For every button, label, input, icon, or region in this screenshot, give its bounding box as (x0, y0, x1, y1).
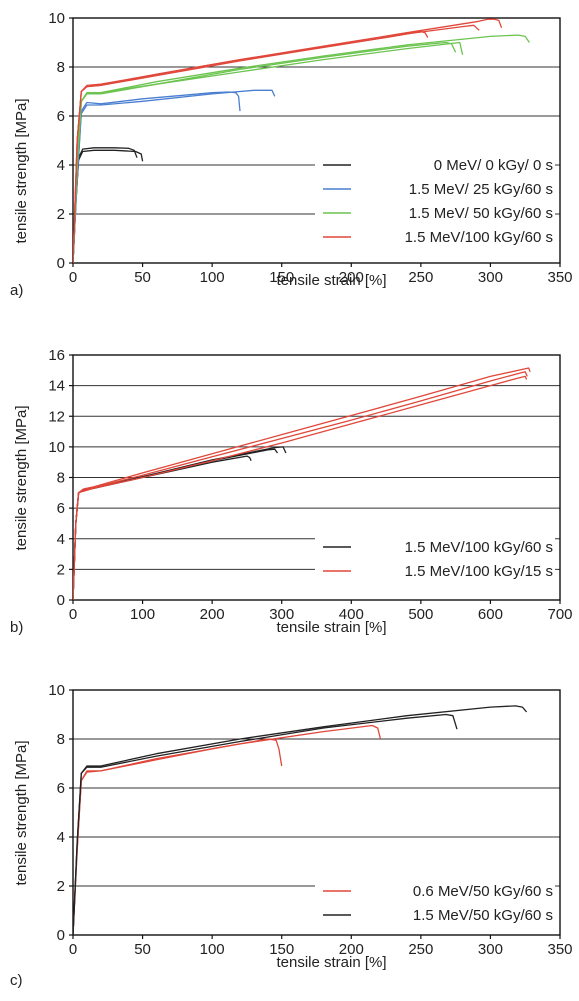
y-tick-label: 12 (48, 408, 65, 425)
x-axis-title: tensile strain [%] (276, 954, 386, 971)
series-line (73, 34, 530, 263)
x-tick-label: 0 (69, 941, 77, 958)
series-line (73, 18, 503, 263)
series-2 (73, 367, 531, 600)
x-tick-label: 400 (339, 606, 364, 623)
y-tick-label: 2 (57, 561, 65, 578)
x-tick-label: 100 (200, 269, 225, 286)
series-3 (73, 34, 530, 263)
legend-entry: 0 MeV/ 0 kGy/ 0 s (434, 157, 553, 174)
x-tick-label: 600 (478, 606, 503, 623)
y-tick-label: 4 (57, 829, 65, 846)
x-tick-label: 300 (478, 269, 503, 286)
panel-label: c) (10, 972, 23, 989)
legend-entry: 1.5 MeV/ 50 kGy/60 s (409, 205, 553, 222)
y-tick-label: 6 (57, 500, 65, 517)
legend-box (315, 880, 555, 930)
series-1 (73, 446, 287, 600)
legend: 0 MeV/ 0 kGy/ 0 s 1.5 MeV/ 25 kGy/60 s 1.5… (315, 154, 555, 252)
x-tick-label: 50 (134, 269, 151, 286)
legend-entry: 1.5 MeV/ 25 kGy/60 s (409, 181, 553, 198)
series-line (73, 367, 531, 600)
x-tick-label: 0 (69, 269, 77, 286)
x-tick-label: 300 (269, 606, 294, 623)
legend-entry: 1.5 MeV/100 kGy/15 s (405, 563, 553, 580)
legend: 0.6 MeV/50 kGy/60 s 1.5 MeV/50 kGy/60 s (315, 880, 555, 930)
x-tick-label: 150 (269, 941, 294, 958)
series-line (73, 149, 144, 263)
x-tick-label: 200 (339, 269, 364, 286)
legend-box (315, 154, 555, 252)
series-line (73, 448, 279, 600)
chart-panel-2: 0 2 4 6 8 10 12 14 16 0 100 200 300 400 500 600 700 tensi… (10, 347, 573, 636)
legend-entry: 1.5 MeV/100 kGy/60 s (405, 229, 553, 246)
x-tick-label: 50 (134, 941, 151, 958)
y-axis-title: tensile strength [MPa] (13, 740, 30, 885)
x-tick-label: 100 (130, 606, 155, 623)
y-tick-label: 0 (57, 927, 65, 944)
series-line (73, 89, 276, 263)
series-line (73, 91, 241, 263)
x-tick-label: 300 (478, 941, 503, 958)
x-tick-label: 200 (339, 941, 364, 958)
plot-frame (72, 17, 561, 264)
x-tick-label: 250 (408, 269, 433, 286)
y-axis-title: tensile strength [MPa] (13, 405, 30, 550)
y-tick-label: 10 (48, 682, 65, 699)
legend-entry: 1.5 MeV/50 kGy/60 s (413, 907, 553, 924)
y-tick-label: 8 (57, 59, 65, 76)
legend-box (315, 536, 555, 586)
y-tick-label: 6 (57, 108, 65, 125)
legend-entry: 0.6 MeV/50 kGy/60 s (413, 883, 553, 900)
series-4 (73, 18, 503, 263)
y-tick-label: 4 (57, 531, 65, 548)
y-tick-label: 8 (57, 470, 65, 487)
x-axis-title: tensile strain [%] (276, 619, 386, 636)
x-tick-label: 350 (547, 269, 572, 286)
x-tick-label: 350 (547, 941, 572, 958)
x-tick-label: 200 (200, 606, 225, 623)
panel-label: b) (10, 619, 23, 636)
y-tick-label: 0 (57, 255, 65, 272)
y-tick-label: 4 (57, 157, 65, 174)
y-tick-label: 10 (48, 10, 65, 27)
legend: 1.5 MeV/100 kGy/60 s 1.5 MeV/100 kGy/15 s (315, 536, 555, 586)
y-tick-label: 6 (57, 780, 65, 797)
y-tick-label: 8 (57, 731, 65, 748)
x-axis-title: tensile strain [%] (276, 272, 386, 289)
y-tick-label: 0 (57, 592, 65, 609)
x-tick-label: 700 (547, 606, 572, 623)
y-tick-label: 2 (57, 878, 65, 895)
y-tick-label: 10 (48, 439, 65, 456)
plot-frame (72, 689, 561, 936)
series-2 (73, 705, 528, 935)
panel-label: a) (10, 282, 23, 299)
series-2 (73, 89, 276, 263)
y-axis-title: tensile strength [MPa] (13, 98, 30, 243)
x-tick-label: 500 (408, 606, 433, 623)
y-tick-label: 16 (48, 347, 65, 364)
y-tick-label: 14 (48, 378, 65, 395)
y-tick-label: 2 (57, 206, 65, 223)
x-tick-label: 250 (408, 941, 433, 958)
legend-entry: 1.5 MeV/100 kGy/60 s (405, 539, 553, 556)
x-tick-label: 0 (69, 606, 77, 623)
x-tick-label: 100 (200, 941, 225, 958)
series-line (73, 705, 528, 935)
x-tick-label: 150 (269, 269, 294, 286)
